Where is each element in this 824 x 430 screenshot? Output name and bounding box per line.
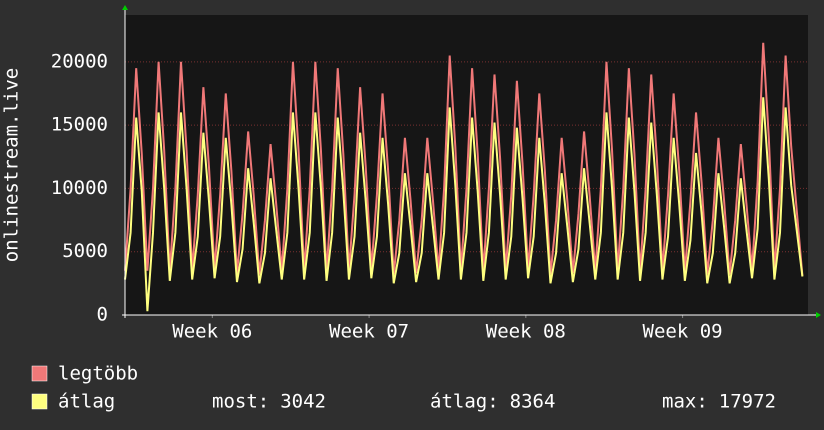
x-tick-label: Week 08 bbox=[486, 321, 566, 343]
legend-swatch bbox=[31, 393, 48, 410]
x-tick-label: Week 09 bbox=[643, 321, 723, 343]
x-tick-label: Week 07 bbox=[329, 321, 409, 343]
y-tick-label: 5000 bbox=[62, 240, 108, 262]
x-tick-label: Week 06 bbox=[172, 321, 252, 343]
stat-value: 3042 bbox=[280, 391, 326, 413]
legend-swatch bbox=[31, 365, 48, 382]
series-line bbox=[124, 97, 804, 312]
y-arrow bbox=[122, 5, 128, 10]
stat-label: max: bbox=[662, 391, 708, 413]
stat-value: 8364 bbox=[510, 391, 556, 413]
y-tick-label: 15000 bbox=[51, 114, 108, 136]
stat-label: átlag: bbox=[430, 391, 499, 413]
stat-label: most: bbox=[212, 391, 269, 413]
y-tick-label: 20000 bbox=[51, 50, 108, 72]
legend-label: átlag bbox=[58, 391, 115, 413]
y-axis-label: onlinestream.live bbox=[1, 68, 23, 262]
y-tick-label: 10000 bbox=[51, 177, 108, 199]
stat-value: 17972 bbox=[719, 391, 776, 413]
plot-area bbox=[125, 15, 808, 315]
legend-label: legtöbb bbox=[58, 363, 138, 385]
y-tick-label: 0 bbox=[97, 304, 108, 326]
x-arrow bbox=[816, 312, 821, 318]
